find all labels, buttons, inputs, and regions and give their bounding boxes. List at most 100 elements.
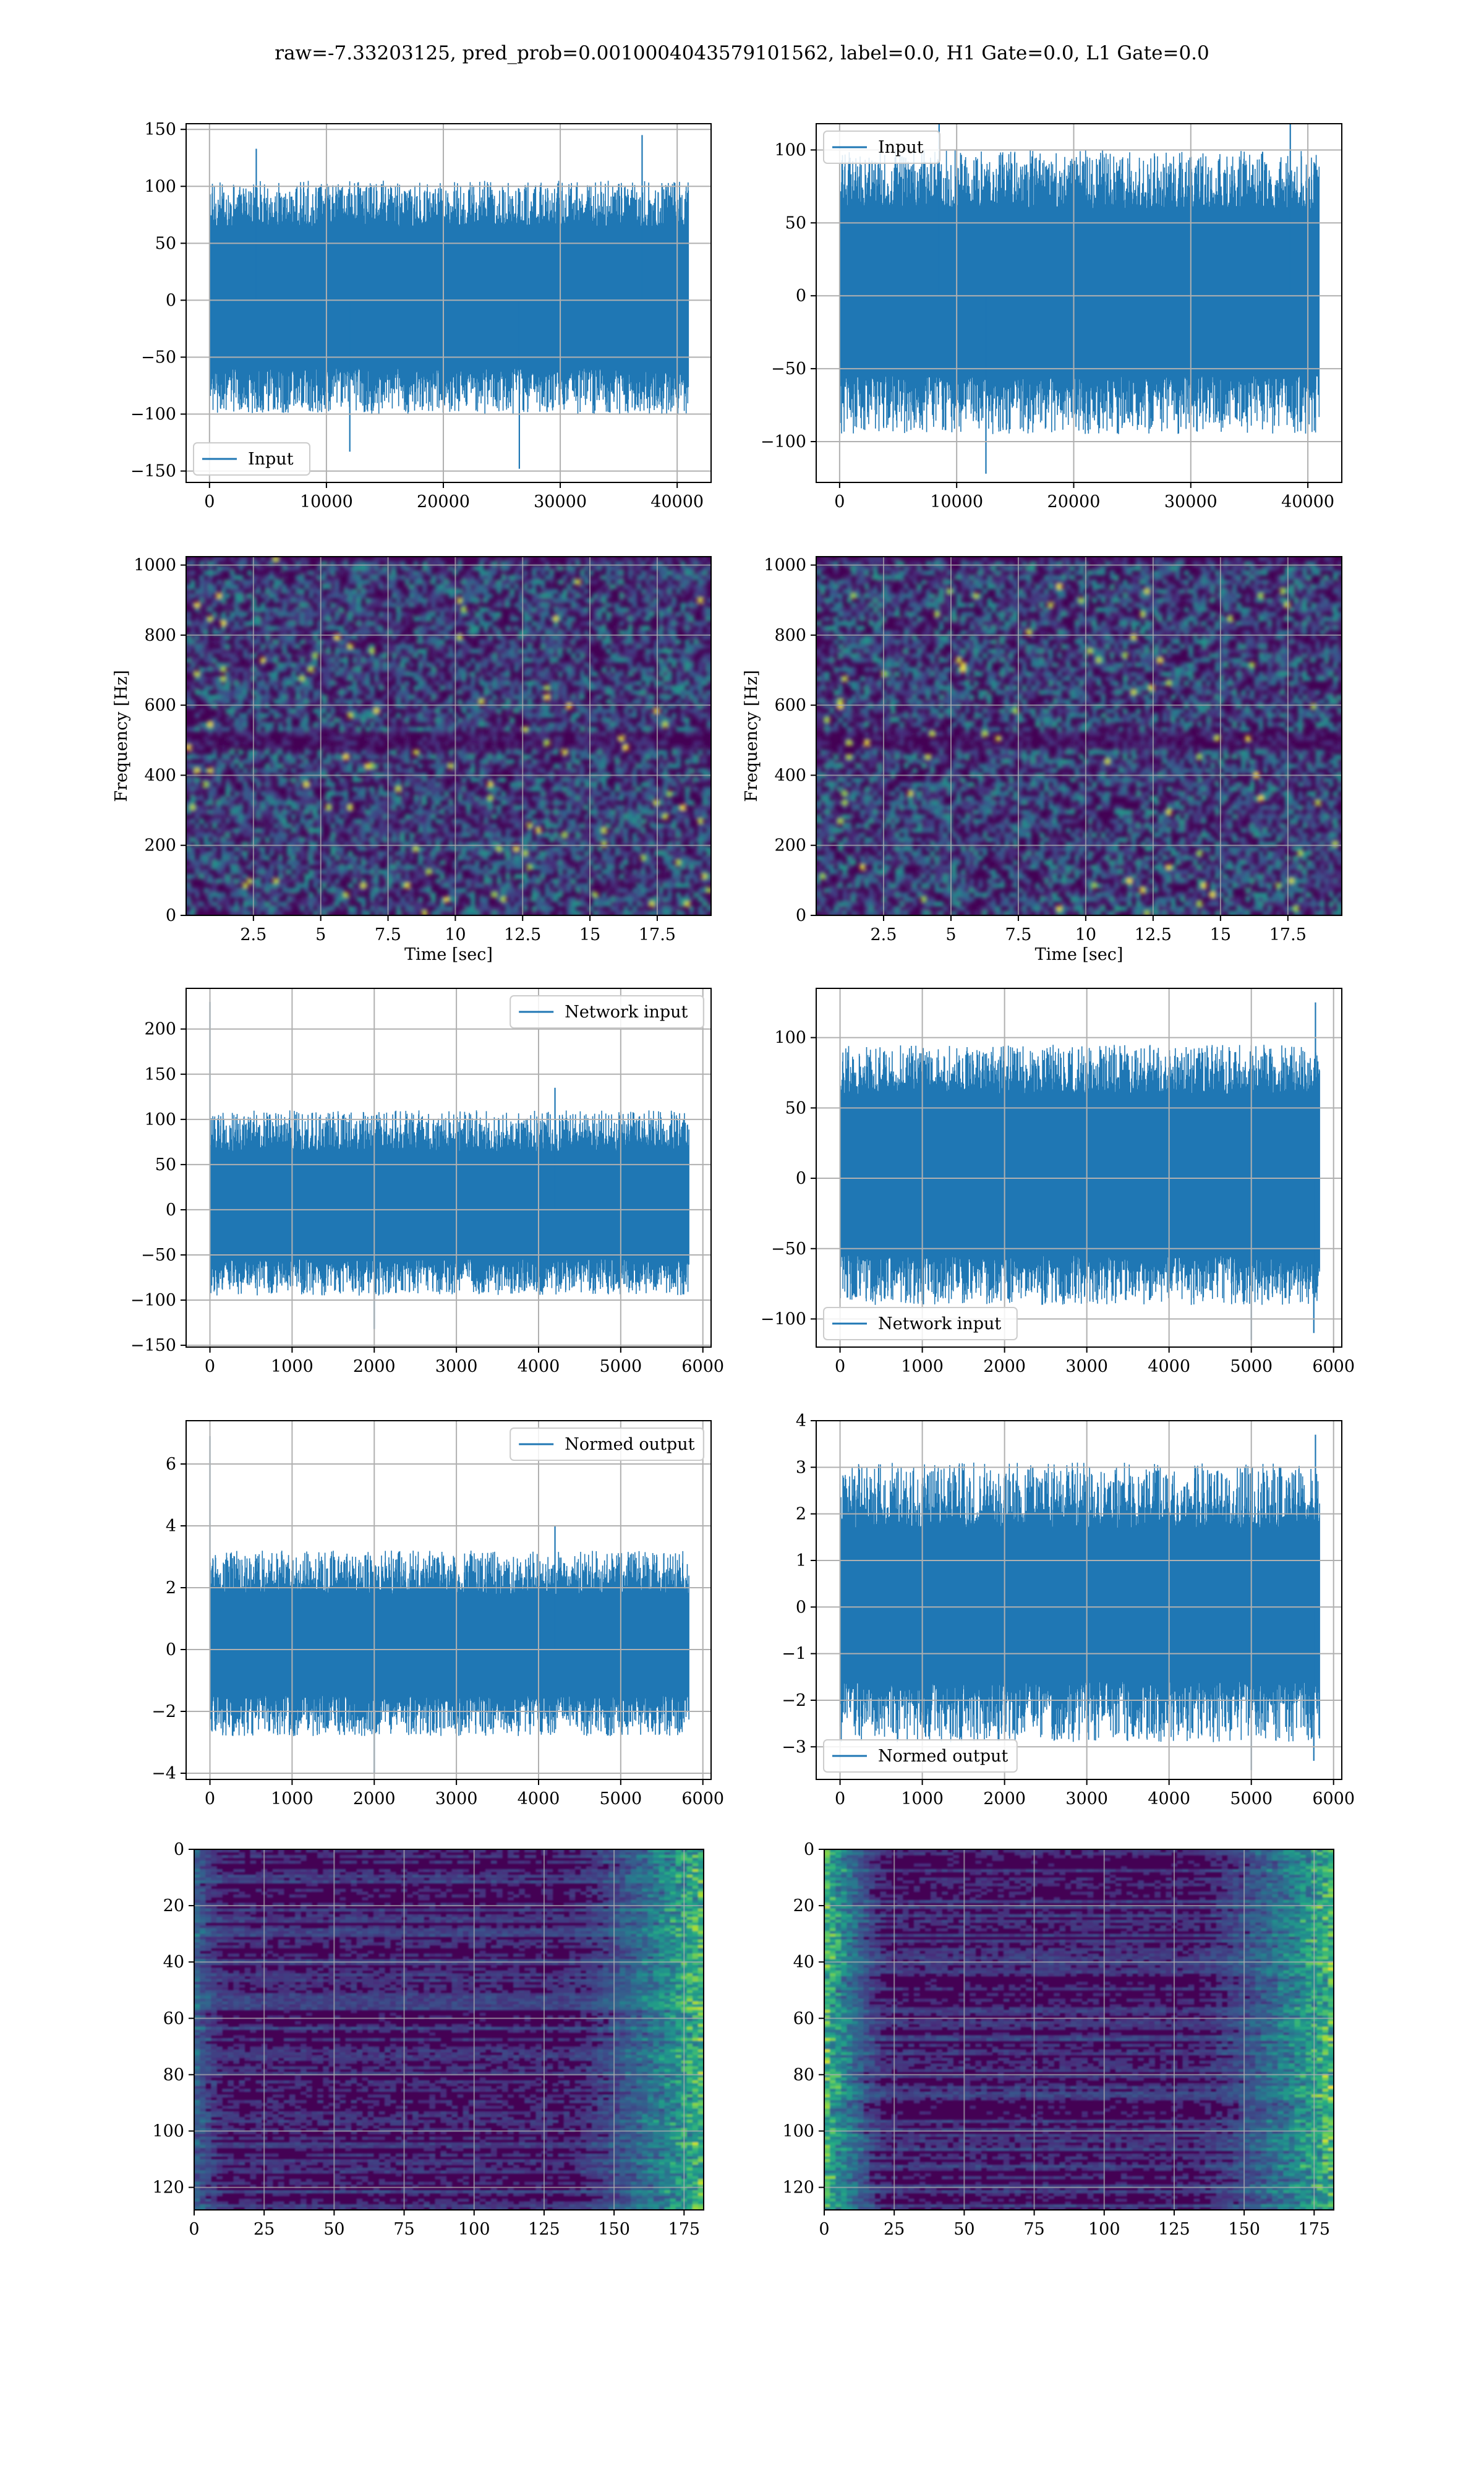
subplot-9: 0 25 50 75 100 125 150 175 0 20 40 60 80 100 120 <box>152 1840 704 2239</box>
subplot-5: 0 1000 2000 3000 4000 5000 6000 −150 −100 −50 0 50 1… <box>130 988 724 1376</box>
y-tick-label: 100 <box>774 1029 806 1048</box>
x-tick-label: 75 <box>393 2220 414 2239</box>
legend: Input <box>193 442 310 476</box>
y-tick-label: 400 <box>144 766 176 785</box>
axes-frame <box>816 556 1342 916</box>
y-tick-label: 6 <box>166 1455 176 1474</box>
x-axis-label: Time [sec] <box>1035 945 1124 964</box>
y-tick-label: 60 <box>793 2009 814 2028</box>
y-tick-label: 50 <box>785 213 806 233</box>
x-tick-label: 2000 <box>983 1357 1026 1376</box>
y-tick-label: 0 <box>166 1201 176 1220</box>
y-tick-label: 0 <box>166 1640 176 1659</box>
x-tick-label: 10000 <box>930 492 983 511</box>
series-line <box>209 1110 689 1296</box>
subplot-4: 2.5 5 7.5 10 12.5 15 17.5 0 200 400 600 800 1000 Time… <box>742 556 1342 964</box>
grid-lines <box>186 1421 711 1779</box>
axes-frame <box>824 1849 1334 2211</box>
plot-content <box>209 135 689 469</box>
y-tick-label: 0 <box>166 906 176 925</box>
grid-lines <box>186 124 711 482</box>
x-tick-label: 5 <box>315 925 326 944</box>
y-tick-label: 100 <box>782 2121 814 2141</box>
legend: Normed output <box>823 1739 1018 1773</box>
x-tick-label: 50 <box>323 2220 344 2239</box>
x-tick-label: 4000 <box>1148 1357 1190 1376</box>
x-tick-label: 0 <box>819 2220 829 2239</box>
x-axis-label: Time [sec] <box>404 945 493 964</box>
x-tick-label: 25 <box>884 2220 905 2239</box>
x-tick-label: 20000 <box>417 492 470 511</box>
y-axis-label: Frequency [Hz] <box>742 670 761 802</box>
x-tick-label: 10000 <box>300 492 353 511</box>
plot-content <box>824 1849 1334 2210</box>
x-tick-label: 100 <box>458 2220 490 2239</box>
y-tick-label: −100 <box>130 1291 176 1310</box>
legend-label: Normed output <box>565 1435 694 1454</box>
plot-content <box>816 557 1342 915</box>
heatmap-cells <box>824 1849 1334 2210</box>
legend: Network input <box>510 995 704 1029</box>
x-tick-label: 125 <box>528 2220 560 2239</box>
x-tick-label: 75 <box>1023 2220 1044 2239</box>
x-tick-label: 2000 <box>353 1789 396 1808</box>
y-tick-label: 50 <box>155 1155 176 1175</box>
legend: Normed output <box>510 1427 704 1461</box>
y-tick-label: −50 <box>141 1246 176 1265</box>
x-tick-label: 0 <box>205 1789 215 1808</box>
y-tick-label: 150 <box>144 1065 176 1084</box>
y-tick-label: 100 <box>774 140 806 160</box>
series-line <box>209 181 689 414</box>
y-tick-label: 40 <box>793 1953 814 1972</box>
y-tick-label: 100 <box>144 177 176 196</box>
x-tick-label: 100 <box>1088 2220 1120 2239</box>
x-tick-label: 40000 <box>650 492 704 511</box>
x-tick-label: 5000 <box>1230 1357 1273 1376</box>
subplot-2: 0 10000 20000 30000 40000 −100 −50 0 50 100 Input <box>761 123 1342 511</box>
y-tick-label: 1 <box>796 1551 806 1570</box>
plot-content <box>839 1002 1320 1340</box>
y-tick-label: 200 <box>774 836 806 855</box>
y-tick-label: 50 <box>155 234 176 253</box>
grid-lines <box>186 988 711 1347</box>
y-tick-label: 2 <box>166 1578 176 1598</box>
y-tick-label: 150 <box>144 120 176 139</box>
legend-box <box>193 442 310 476</box>
x-tick-label: 25 <box>254 2220 275 2239</box>
y-tick-label: 600 <box>774 696 806 715</box>
y-tick-label: 120 <box>782 2178 814 2198</box>
x-tick-label: 10 <box>445 925 466 944</box>
grid-lines <box>194 1849 704 2210</box>
x-tick-label: 2.5 <box>240 925 267 944</box>
y-tick-label: 0 <box>796 1169 806 1188</box>
axes-frame <box>186 1420 712 1780</box>
grid-lines <box>824 1849 1334 2210</box>
x-tick-label: 0 <box>205 1357 215 1376</box>
y-tick-label: 200 <box>144 836 176 855</box>
x-tick-label: 3000 <box>435 1357 478 1376</box>
axes-frame <box>194 1849 704 2211</box>
y-tick-label: 800 <box>144 626 176 645</box>
x-tick-label: 150 <box>598 2220 630 2239</box>
x-tick-label: 1000 <box>271 1357 313 1376</box>
x-tick-label: 1000 <box>901 1789 944 1808</box>
y-tick-label: −4 <box>151 1764 176 1783</box>
y-tick-label: 20 <box>163 1896 184 1915</box>
x-tick-label: 17.5 <box>639 925 676 944</box>
x-tick-label: 3000 <box>1065 1357 1108 1376</box>
legend-box <box>510 995 704 1029</box>
y-tick-label: 4 <box>166 1517 176 1536</box>
y-tick-label: 0 <box>796 286 806 306</box>
y-tick-label: 2 <box>796 1505 806 1524</box>
plot-content <box>209 1436 689 1773</box>
y-tick-label: 400 <box>774 766 806 785</box>
x-tick-label: 0 <box>834 492 845 511</box>
y-tick-label: 80 <box>793 2065 814 2084</box>
legend-label: Network input <box>565 1003 688 1022</box>
x-tick-label: 125 <box>1158 2220 1190 2239</box>
x-tick-label: 4000 <box>518 1789 560 1808</box>
x-tick-label: 6000 <box>1312 1357 1355 1376</box>
y-tick-label: −2 <box>151 1702 176 1721</box>
series-line <box>839 1462 1320 1742</box>
x-tick-label: 50 <box>953 2220 974 2239</box>
